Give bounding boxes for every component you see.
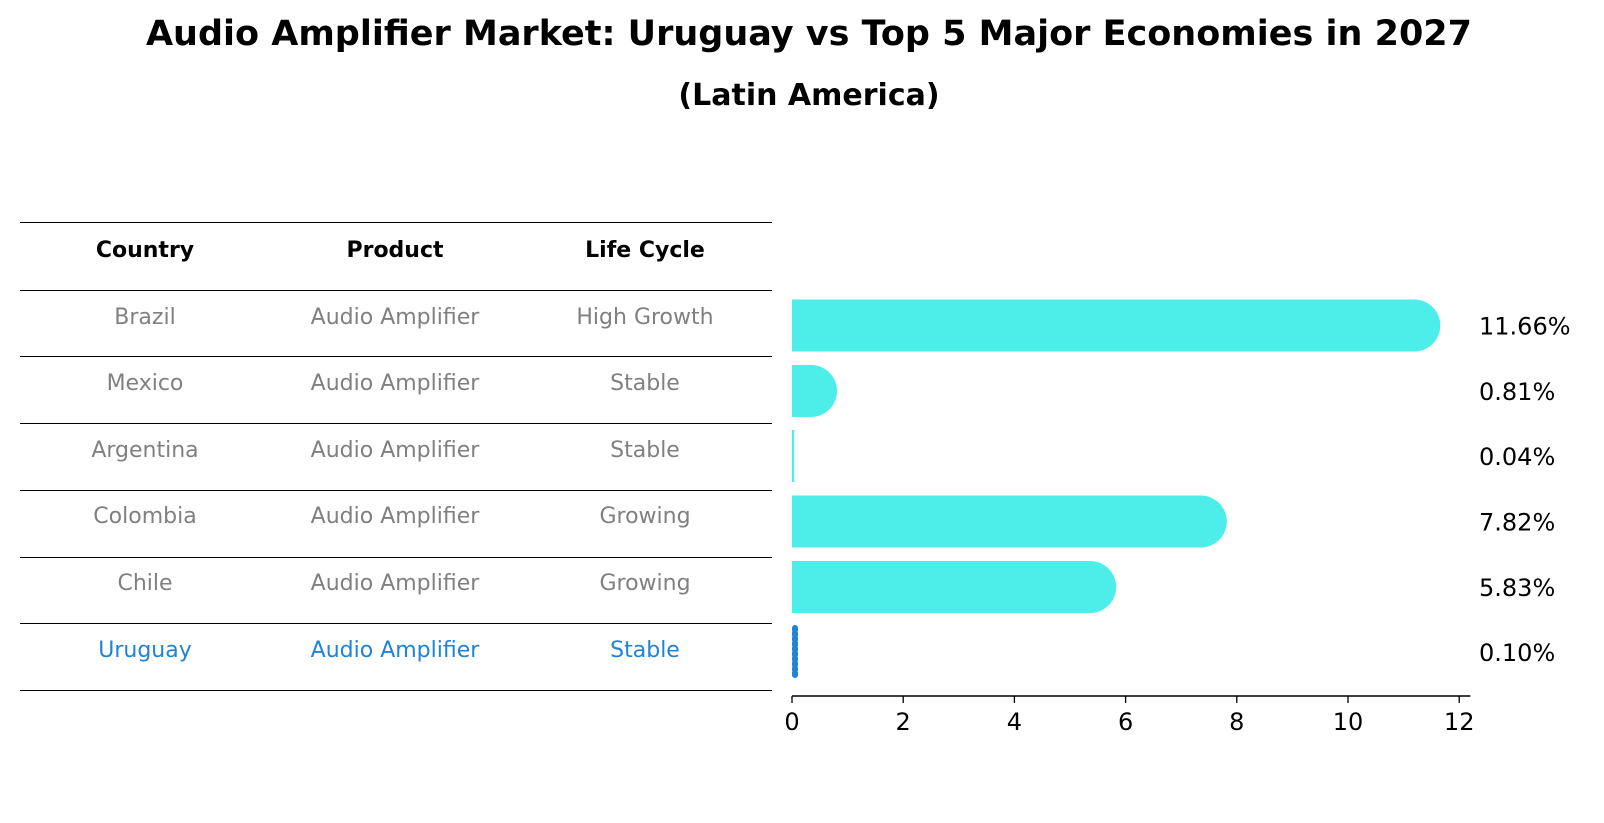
row-country-highlight: Uruguay	[98, 638, 192, 663]
header-product: Product	[346, 238, 444, 263]
row-life-cycle: Stable	[610, 371, 680, 396]
header-life-cycle: Life Cycle	[585, 238, 705, 263]
x-tick-label: 12	[1444, 708, 1475, 736]
header-country: Country	[95, 238, 195, 263]
row-rule	[20, 623, 772, 624]
row-country: Brazil	[114, 305, 176, 330]
row-product-highlight: Audio Amplifier	[310, 638, 480, 663]
x-tick-label: 2	[896, 708, 911, 736]
x-tick-label: 0	[784, 708, 799, 736]
x-tick-label: 6	[1118, 708, 1133, 736]
bar-chile	[792, 561, 1117, 613]
row-country: Argentina	[91, 438, 199, 463]
x-tick-label: 4	[1007, 708, 1022, 736]
bar-colombia	[792, 495, 1227, 548]
row-rule	[20, 557, 772, 558]
x-axis: 0 2 4 6 8 10 12	[784, 695, 1475, 736]
value-label: 11.66%	[1479, 313, 1571, 341]
row-life-cycle-highlight: Stable	[610, 638, 680, 663]
table-top-rule	[20, 222, 772, 223]
row-country: Chile	[117, 571, 173, 596]
table-bottom-rule	[20, 690, 772, 691]
row-country: Mexico	[106, 371, 184, 396]
row-country: Colombia	[93, 504, 197, 529]
row-rule	[20, 423, 772, 424]
row-life-cycle: Stable	[610, 438, 680, 463]
bar-argentina	[792, 430, 795, 482]
row-rule	[20, 356, 772, 357]
row-rule	[20, 490, 772, 491]
value-label: 0.81%	[1479, 378, 1555, 406]
row-product: Audio Amplifier	[310, 371, 480, 396]
row-product: Audio Amplifier	[310, 571, 480, 596]
row-product: Audio Amplifier	[310, 438, 480, 463]
row-life-cycle: Growing	[599, 571, 691, 596]
x-tick-label: 8	[1229, 708, 1244, 736]
row-product: Audio Amplifier	[310, 504, 480, 529]
chart-subtitle: (Latin America)	[678, 78, 940, 113]
value-label: 7.82%	[1479, 509, 1555, 537]
value-label: 0.04%	[1479, 443, 1555, 471]
chart-title: Audio Amplifier Market: Uruguay vs Top 5…	[145, 14, 1473, 54]
row-life-cycle: High Growth	[576, 305, 714, 330]
value-label: 5.83%	[1479, 574, 1555, 602]
value-labels-group: 11.66% 0.81% 0.04% 7.82% 5.83% 0.10%	[1479, 313, 1571, 668]
bar-mexico	[792, 365, 838, 417]
row-life-cycle: Growing	[599, 504, 691, 529]
value-label: 0.10%	[1479, 639, 1555, 667]
header-rule	[20, 290, 772, 291]
bar-brazil	[792, 299, 1441, 352]
row-product: Audio Amplifier	[310, 305, 480, 330]
x-tick-label: 10	[1333, 708, 1364, 736]
bars-group	[792, 299, 1441, 679]
